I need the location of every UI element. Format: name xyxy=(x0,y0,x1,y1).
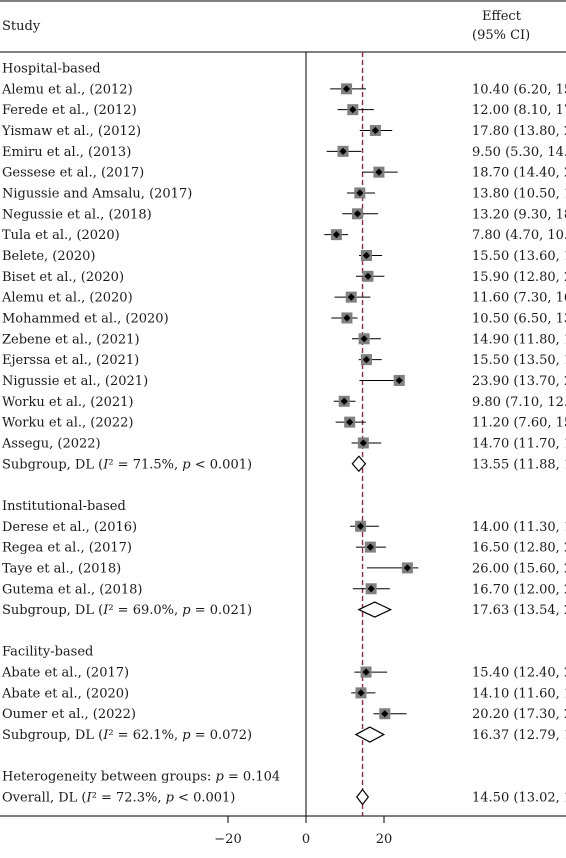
study-label: Ferede et al., (2012) xyxy=(2,103,137,118)
effect-estimate-text: 17.63 (13.54, 21.72) xyxy=(472,603,566,618)
subgroup-pooled-diamond xyxy=(357,601,393,618)
point-estimate-marker xyxy=(381,710,389,718)
point-estimate-marker xyxy=(357,689,365,697)
study-label: Tula et al., (2020) xyxy=(2,228,120,243)
point-estimate-marker xyxy=(340,397,348,405)
study-label: Regea et al., (2017) xyxy=(2,541,132,556)
subgroup-label: Subgroup, DL (I² = 71.5%, p < 0.001) xyxy=(2,457,252,472)
study-label: Ejerssa et al., (2021) xyxy=(2,353,139,368)
point-estimate-marker xyxy=(375,168,383,176)
point-estimate-marker xyxy=(362,356,371,364)
effect-estimate-text: 12.00 (8.10, 17.40) xyxy=(472,103,566,118)
study-label: Oumer et al., (2022) xyxy=(2,707,136,722)
point-estimate-marker xyxy=(364,272,372,280)
effect-estimate-text: 13.80 (10.50, 17.70) xyxy=(472,186,566,201)
group-label: Hospital-based xyxy=(2,62,101,77)
x-axis-tick-label: 20 xyxy=(376,832,393,847)
subgroup-label: Subgroup, DL (I² = 69.0%, p = 0.021) xyxy=(2,603,252,618)
point-estimate-marker xyxy=(342,85,351,93)
effect-estimate-text: 10.50 (6.50, 13.20) xyxy=(472,311,566,326)
point-estimate-marker xyxy=(347,293,355,301)
group-label: Facility-based xyxy=(2,645,93,660)
point-estimate-marker xyxy=(343,314,351,322)
effect-column-subheader: (95% CI) xyxy=(472,28,531,43)
overall-label: Overall, DL (I² = 72.3%, p < 0.001) xyxy=(2,791,235,806)
point-estimate-marker xyxy=(353,210,362,218)
effect-column-header: Effect xyxy=(482,9,521,24)
point-estimate-marker xyxy=(332,231,341,239)
point-estimate-marker xyxy=(366,543,374,551)
subgroup-label: Subgroup, DL (I² = 62.1%, p = 0.072) xyxy=(2,728,252,743)
effect-estimate-text: 10.40 (6.20, 15.40) xyxy=(472,82,566,97)
study-label: Worku et al., (2022) xyxy=(2,416,134,431)
study-label: Alemu et al., (2012) xyxy=(1,82,133,97)
study-label: Nigussie et al., (2021) xyxy=(2,374,148,389)
point-estimate-marker xyxy=(403,564,411,572)
study-label: Assegu, (2022) xyxy=(1,436,101,451)
point-estimate-marker xyxy=(362,251,371,260)
effect-estimate-text: 15.50 (13.60, 19.50) xyxy=(472,249,566,264)
point-estimate-marker xyxy=(346,418,354,426)
study-label: Nigussie and Amsalu, (2017) xyxy=(2,186,192,201)
effect-estimate-text: 26.00 (15.60, 28.80) xyxy=(472,561,566,576)
effect-estimate-text: 14.10 (11.60, 17.80) xyxy=(472,686,566,701)
study-label: Gessese et al., (2017) xyxy=(2,166,144,181)
point-estimate-marker xyxy=(359,439,367,447)
study-label: Alemu et al., (2020) xyxy=(1,291,133,306)
effect-estimate-text: 17.80 (13.80, 22.10) xyxy=(472,124,566,139)
point-estimate-marker xyxy=(395,376,403,385)
study-label: Taye et al., (2018) xyxy=(2,561,121,576)
point-estimate-marker xyxy=(367,585,375,593)
point-estimate-marker xyxy=(356,189,364,197)
study-label: Worku et al., (2021) xyxy=(2,395,134,410)
study-label: Emiru et al., (2013) xyxy=(2,145,131,160)
x-axis-tick-label: −20 xyxy=(214,832,241,847)
point-estimate-marker xyxy=(349,106,357,114)
overall-pooled-diamond xyxy=(356,788,370,806)
effect-estimate-text: 9.50 (5.30, 14.20) xyxy=(472,145,566,160)
subgroup-pooled-diamond xyxy=(351,455,367,473)
effect-estimate-text: 16.50 (12.80, 20.50) xyxy=(472,541,566,556)
study-label: Belete, (2020) xyxy=(2,249,96,264)
group-label: Institutional-based xyxy=(2,499,126,514)
effect-estimate-text: 14.90 (11.80, 19.20) xyxy=(472,332,566,347)
study-label: Zebene et al., (2021) xyxy=(2,332,140,347)
point-estimate-marker xyxy=(357,522,365,530)
study-label: Gutema et al., (2018) xyxy=(2,582,142,597)
effect-estimate-text: 13.20 (9.30, 18.50) xyxy=(472,207,566,222)
effect-estimate-text: 23.90 (13.70, 24.50) xyxy=(472,374,566,389)
subgroup-pooled-diamond xyxy=(354,726,386,743)
point-estimate-marker xyxy=(339,147,347,155)
effect-estimate-text: 18.70 (14.40, 23.50) xyxy=(472,166,566,181)
effect-estimate-text: 15.90 (12.80, 20.10) xyxy=(472,270,566,285)
study-label: Mohammed et al., (2020) xyxy=(2,311,169,326)
effect-estimate-text: 16.70 (12.00, 21.50) xyxy=(472,582,566,597)
effect-estimate-text: 11.60 (7.30, 16.50) xyxy=(472,291,566,306)
effect-estimate-text: 11.20 (7.60, 15.30) xyxy=(472,416,566,431)
study-column-header: Study xyxy=(2,19,41,34)
effect-estimate-text: 14.50 (13.02, 15.97) xyxy=(472,791,566,806)
study-label: Abate et al., (2020) xyxy=(1,686,129,701)
effect-estimate-text: 15.40 (12.40, 20.80) xyxy=(472,666,566,681)
point-estimate-marker xyxy=(360,335,368,343)
effect-estimate-text: 9.80 (7.10, 12.70) xyxy=(472,395,566,410)
study-label: Biset et al., (2020) xyxy=(2,270,124,285)
effect-estimate-text: 20.20 (17.30, 25.80) xyxy=(472,707,566,722)
study-label: Derese et al., (2016) xyxy=(2,520,137,535)
effect-estimate-text: 13.55 (11.88, 15.23) xyxy=(472,457,566,472)
heterogeneity-note: Heterogeneity between groups: p = 0.104 xyxy=(2,770,280,785)
study-label: Negussie et al., (2018) xyxy=(2,207,152,222)
effect-estimate-text: 14.00 (11.30, 18.70) xyxy=(472,520,566,535)
study-label: Yismaw et al., (2012) xyxy=(1,124,141,139)
study-label: Abate et al., (2017) xyxy=(1,666,129,681)
point-estimate-marker xyxy=(371,126,380,135)
effect-estimate-text: 14.70 (11.70, 19.30) xyxy=(472,436,566,451)
x-axis-tick-label: 0 xyxy=(302,832,310,847)
point-estimate-marker xyxy=(362,668,370,676)
effect-estimate-text: 16.37 (12.79, 19.96) xyxy=(472,728,566,743)
effect-estimate-text: 7.80 (4.70, 10.80) xyxy=(472,228,566,243)
effect-estimate-text: 15.50 (13.50, 19.40) xyxy=(472,353,566,368)
